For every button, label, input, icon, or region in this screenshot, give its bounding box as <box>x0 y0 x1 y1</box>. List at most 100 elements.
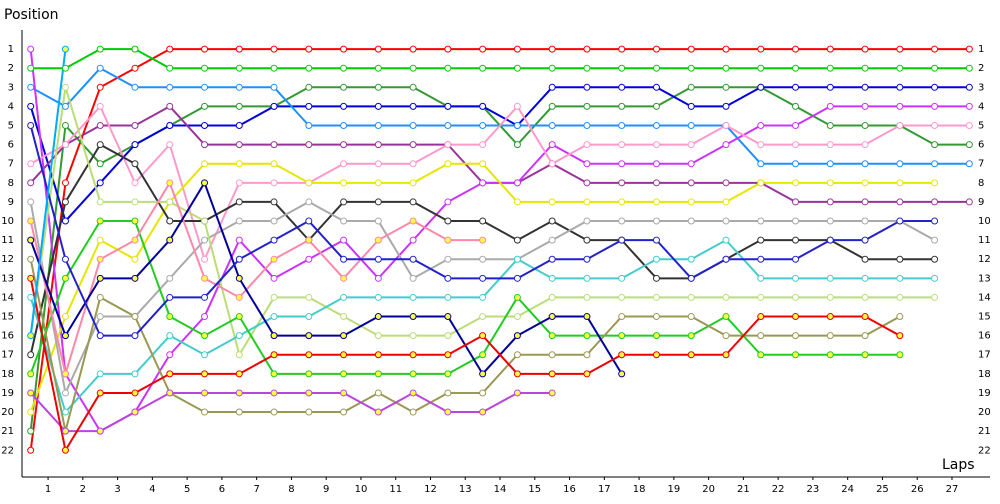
lap-marker <box>235 45 243 53</box>
lap-marker <box>96 141 104 149</box>
lap-marker <box>618 236 626 244</box>
lap-marker <box>896 160 904 168</box>
driver-line <box>29 181 483 375</box>
lap-marker <box>826 217 834 225</box>
lap-marker <box>965 64 973 72</box>
lap-marker <box>513 198 521 206</box>
lap-marker <box>931 122 939 130</box>
lap-marker <box>270 179 278 187</box>
lap-marker <box>235 274 243 282</box>
lap-marker <box>166 332 174 340</box>
lap-marker <box>166 370 174 378</box>
lap-marker <box>409 141 417 149</box>
lap-marker <box>757 274 765 282</box>
lap-marker <box>513 389 521 397</box>
lap-marker <box>374 198 382 206</box>
lap-marker <box>548 64 556 72</box>
lap-marker <box>479 389 487 397</box>
lap-marker <box>340 332 348 340</box>
lap-marker <box>513 370 521 378</box>
lap-marker <box>861 102 869 110</box>
lap-marker <box>826 160 834 168</box>
lap-marker <box>861 332 869 340</box>
lap-marker <box>235 198 243 206</box>
lap-marker <box>305 255 313 263</box>
x-tick-label: 12 <box>424 484 437 495</box>
lap-marker <box>479 332 487 340</box>
lap-marker <box>931 102 939 110</box>
lap-marker <box>965 102 973 110</box>
lap-marker <box>479 45 487 53</box>
y-tick-label-right: 16 <box>978 331 991 342</box>
x-tick-label: 7 <box>253 484 259 495</box>
lap-marker <box>583 370 591 378</box>
lap-marker <box>861 64 869 72</box>
x-tick-label: 1 <box>45 484 51 495</box>
lap-marker <box>61 427 69 435</box>
lap-marker <box>235 370 243 378</box>
lap-marker <box>340 313 348 321</box>
lap-marker <box>235 217 243 225</box>
lap-marker <box>61 122 69 130</box>
lap-marker <box>479 236 487 244</box>
lap-marker <box>479 141 487 149</box>
lap-marker <box>896 217 904 225</box>
lap-marker <box>96 255 104 263</box>
lap-marker <box>548 332 556 340</box>
lap-marker <box>340 64 348 72</box>
lap-marker <box>61 370 69 378</box>
lap-marker <box>931 236 939 244</box>
lap-marker <box>235 293 243 301</box>
x-tick-label: 4 <box>149 484 155 495</box>
lap-marker <box>61 198 69 206</box>
lap-marker <box>166 293 174 301</box>
lap-marker <box>235 351 243 359</box>
lap-marker <box>270 198 278 206</box>
lap-marker <box>896 198 904 206</box>
lap-marker <box>618 198 626 206</box>
lap-marker <box>201 141 209 149</box>
lap-marker <box>166 274 174 282</box>
lap-marker <box>166 236 174 244</box>
lap-marker <box>374 351 382 359</box>
lap-marker <box>548 102 556 110</box>
lap-marker <box>27 332 35 340</box>
lap-marker <box>166 141 174 149</box>
lap-marker <box>201 217 209 225</box>
lap-marker <box>444 160 452 168</box>
x-tick-label: 6 <box>219 484 225 495</box>
lap-marker <box>583 198 591 206</box>
y-tick-label: 18 <box>1 369 14 380</box>
lap-marker <box>583 293 591 301</box>
lap-marker <box>444 198 452 206</box>
lap-marker <box>340 236 348 244</box>
lap-marker <box>96 64 104 72</box>
lap-marker <box>792 102 800 110</box>
lap-marker <box>444 122 452 130</box>
lap-marker <box>444 236 452 244</box>
y-tick-label-right: 21 <box>978 426 991 437</box>
lap-marker <box>27 408 35 416</box>
lap-marker <box>270 370 278 378</box>
y-tick-label-right: 5 <box>978 121 984 132</box>
lap-marker <box>131 122 139 130</box>
lap-marker <box>479 122 487 130</box>
lap-marker <box>513 236 521 244</box>
lap-marker <box>931 160 939 168</box>
lap-marker <box>896 332 904 340</box>
lap-marker <box>687 160 695 168</box>
lap-marker <box>340 370 348 378</box>
lap-marker <box>409 45 417 53</box>
lap-marker <box>340 102 348 110</box>
lap-marker <box>583 313 591 321</box>
x-axis-title: Laps <box>942 457 975 473</box>
lap-marker <box>757 179 765 187</box>
lap-marker <box>792 236 800 244</box>
lap-marker <box>270 83 278 91</box>
lap-marker <box>409 160 417 168</box>
lap-marker <box>479 370 487 378</box>
lap-marker <box>896 274 904 282</box>
lap-marker <box>166 351 174 359</box>
lap-marker <box>61 389 69 397</box>
